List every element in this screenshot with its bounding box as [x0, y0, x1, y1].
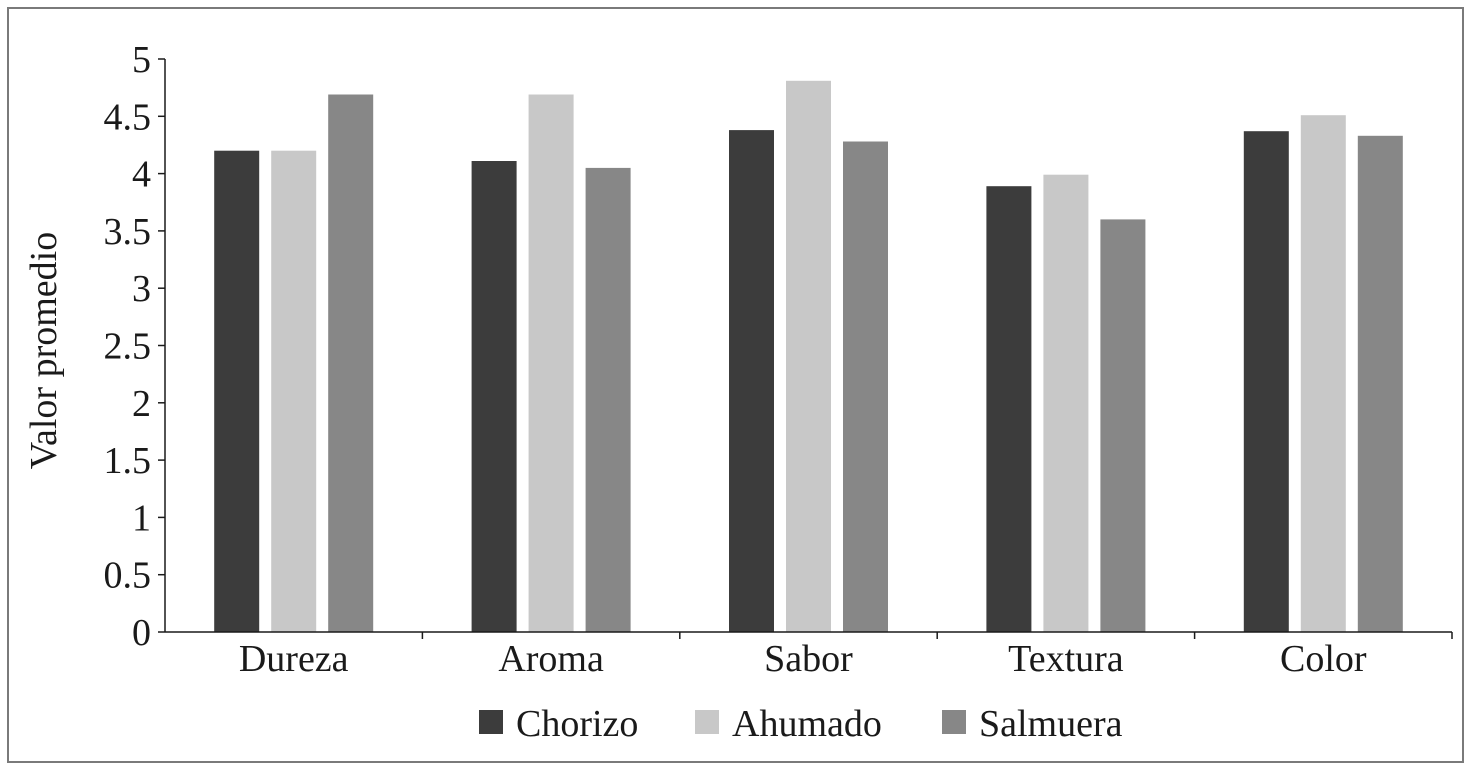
x-tick-label-sabor: Sabor — [764, 638, 853, 680]
bar-ahumado-textura — [1043, 174, 1089, 632]
y-axis-title: Valor promedio — [23, 232, 65, 469]
legend-label-ahumado: Ahumado — [732, 703, 882, 745]
bar-ahumado-color — [1300, 115, 1346, 632]
bar-salmuera-textura — [1100, 219, 1146, 632]
x-tick-label-aroma: Aroma — [498, 638, 604, 680]
axes-layer — [158, 58, 1453, 639]
bar-ahumado-aroma — [528, 94, 574, 632]
bar-chorizo-dureza — [214, 150, 260, 632]
y-tick-label: 2 — [132, 383, 151, 425]
bar-salmuera-dureza — [328, 94, 374, 632]
y-tick-label: 0 — [132, 612, 151, 654]
x-tick-label-color: Color — [1280, 638, 1367, 680]
y-tick-label: 2.5 — [104, 326, 152, 368]
y-tick-label: 4 — [132, 154, 151, 196]
bar-chorizo-aroma — [471, 161, 517, 632]
x-tick-label-dureza: Dureza — [239, 638, 349, 680]
legend: Chorizo Ahumado Salmuera — [479, 703, 1123, 745]
y-tick-label: 1.5 — [104, 440, 152, 482]
bar-ahumado-sabor — [786, 80, 831, 633]
labels-layer: 0 0.5 1 1.5 2 2.5 3 3.5 4 4.5 5 Dureza Aroma Sabor Tex… — [23, 39, 1367, 680]
legend-label-chorizo: Chorizo — [516, 703, 638, 745]
legend-swatch-ahumado — [695, 710, 719, 734]
y-tick-label: 1 — [132, 497, 151, 539]
y-tick-label: 5 — [132, 39, 151, 81]
bar-salmuera-color — [1357, 135, 1403, 633]
y-tick-label: 4.5 — [104, 96, 152, 138]
bar-chorizo-textura — [986, 186, 1032, 632]
legend-label-salmuera: Salmuera — [979, 703, 1123, 745]
bar-chorizo-color — [1243, 131, 1289, 632]
bar-chorizo-sabor — [729, 130, 774, 632]
bar-salmuera-sabor — [843, 141, 888, 632]
y-tick-label: 3 — [132, 268, 151, 310]
legend-swatch-chorizo — [479, 710, 503, 734]
bars-layer — [214, 80, 1403, 633]
y-tick-label: 3.5 — [104, 211, 152, 253]
bar-salmuera-aroma — [585, 167, 631, 632]
x-tick-label-textura: Textura — [1008, 638, 1124, 680]
bar-ahumado-dureza — [271, 150, 317, 632]
y-tick-label: 0.5 — [104, 555, 152, 597]
legend-swatch-salmuera — [942, 710, 966, 734]
